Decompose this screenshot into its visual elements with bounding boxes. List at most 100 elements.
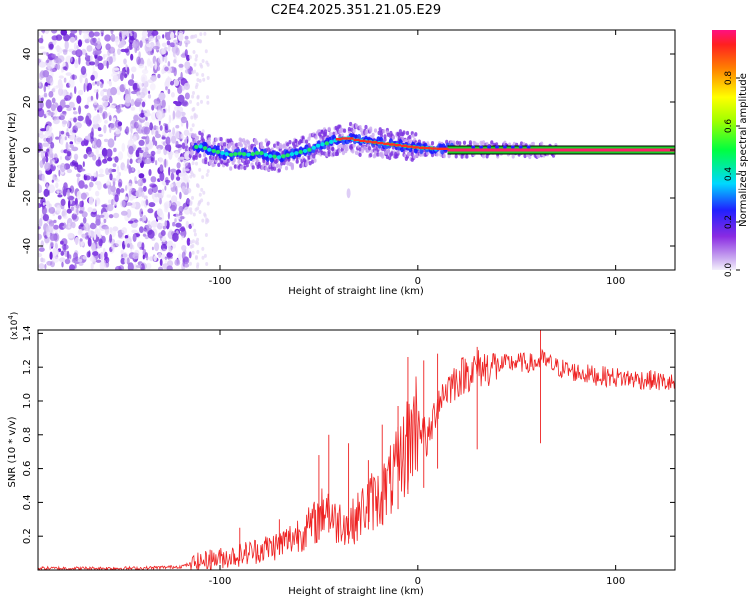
noise-blob — [49, 43, 54, 50]
noise-blob — [142, 233, 146, 237]
noise-blob — [139, 226, 144, 234]
ridge-halo — [267, 140, 271, 145]
noise-blob — [76, 95, 82, 104]
noise-blob — [90, 55, 93, 62]
noise-blob — [168, 245, 173, 252]
noise-blob — [164, 66, 169, 72]
ridge-halo — [442, 153, 446, 159]
noise-blob — [156, 65, 161, 72]
noise-blob — [63, 182, 68, 191]
ridge-halo — [337, 144, 341, 149]
noise-blob — [110, 243, 115, 250]
noise-blob — [60, 130, 65, 135]
noise-blob — [117, 151, 124, 161]
ridge-halo — [293, 144, 297, 149]
ridge-halo — [383, 137, 387, 142]
noise-blob — [170, 151, 174, 156]
noise-blob — [203, 31, 207, 36]
noise-blob — [74, 263, 77, 269]
noise-blob — [184, 68, 190, 74]
ridge-halo — [198, 130, 202, 136]
noise-blob — [183, 82, 190, 90]
noise-blob — [52, 87, 56, 93]
noise-blob — [52, 247, 58, 257]
noise-blob — [125, 185, 128, 191]
noise-blob — [175, 47, 180, 56]
band-center — [447, 148, 675, 152]
noise-blob — [127, 79, 135, 86]
noise-blob — [67, 232, 74, 239]
noise-blob — [158, 157, 164, 163]
noise-blob — [38, 37, 44, 44]
noise-blob — [141, 30, 148, 38]
noise-blob — [129, 36, 135, 40]
noise-blob — [189, 210, 193, 215]
ridge-patch — [250, 152, 255, 156]
noise-blob — [170, 31, 175, 40]
ridge-halo — [345, 143, 349, 149]
ridge-halo — [305, 162, 309, 167]
ridge-halo — [290, 164, 294, 169]
noise-blob — [196, 78, 200, 82]
ridge-halo — [198, 153, 202, 158]
noise-blob — [189, 201, 193, 206]
noise-blob — [90, 74, 95, 81]
noise-blob — [170, 168, 177, 173]
ridge-halo — [343, 128, 347, 133]
snr-multiplier-exponent: 4 — [7, 315, 15, 320]
noise-blob — [147, 208, 154, 214]
noise-blob — [159, 258, 163, 266]
noise-blob — [133, 263, 138, 270]
noise-blob — [151, 30, 159, 36]
colorbar-label: Normalized spectral amplitude — [738, 73, 749, 227]
noise-blob — [172, 232, 179, 242]
noise-blob — [45, 99, 52, 109]
noise-blob — [58, 87, 64, 97]
snr-multiplier-base: (x10 — [10, 319, 20, 340]
ridge-peak — [389, 143, 396, 146]
noise-blob — [83, 222, 90, 232]
noise-blob — [44, 162, 51, 171]
noise-blob — [176, 176, 181, 181]
noise-blob — [67, 119, 70, 128]
ridge-patch — [233, 152, 238, 157]
noise-blob — [97, 55, 103, 62]
noise-blob — [61, 210, 66, 217]
spectrogram-y-axis-label: Frequency (Hz) — [7, 112, 18, 188]
noise-blob — [184, 137, 188, 147]
noise-blob — [185, 187, 192, 194]
noise-blob — [74, 236, 79, 245]
ridge-halo — [219, 137, 223, 142]
noise-blob — [139, 40, 143, 48]
ridge-halo — [195, 135, 199, 141]
colorbar-tick-label: 0.0 — [724, 263, 734, 278]
noise-blob — [38, 31, 41, 37]
noise-blob — [107, 138, 115, 148]
ridge-halo — [368, 146, 372, 151]
noise-blob — [95, 159, 102, 167]
noise-blob — [165, 136, 171, 145]
ridge-patch — [289, 152, 295, 157]
noise-blob — [109, 56, 113, 64]
noise-blob — [191, 123, 195, 128]
noise-blob — [184, 49, 188, 57]
noise-blob — [63, 34, 70, 42]
snr-panel: -100 0 100 0.2 0.4 0.6 0.8 1.0 1.2 1.4 Height of… — [7, 312, 676, 597]
ridge-peak — [424, 146, 431, 150]
ridge-halo — [278, 144, 283, 149]
colorbar: 0.0 0.2 0.4 0.6 0.8 Normalized spectral ampl… — [712, 30, 749, 277]
noise-blob — [184, 35, 189, 40]
noise-blob — [43, 188, 50, 197]
noise-blob — [121, 68, 126, 76]
noise-blob — [205, 60, 209, 65]
ridge-halo — [239, 143, 243, 148]
ridge-halo — [354, 150, 359, 155]
noise-blob — [46, 260, 53, 266]
ridge-halo — [295, 159, 299, 164]
noise-blob — [124, 48, 129, 53]
noise-blob — [68, 101, 75, 109]
noise-blob — [205, 262, 209, 266]
svg-text:(x104): (x104) — [7, 312, 20, 340]
ridge-peak — [377, 141, 384, 145]
noise-blob — [103, 218, 107, 224]
